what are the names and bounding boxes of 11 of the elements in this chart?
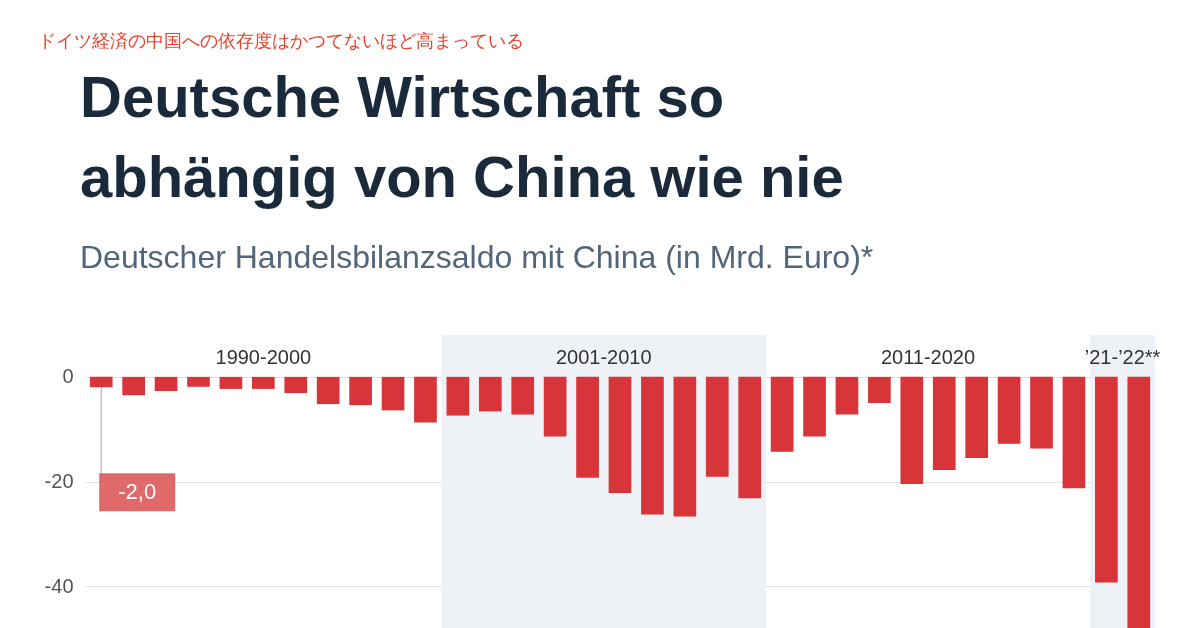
annotation: 2011-2020 — [880, 346, 976, 368]
y-tick-label: 0 — [62, 365, 74, 388]
annotation: 1990-2000 — [215, 346, 312, 368]
annotation: ’21-’22** — [1084, 346, 1161, 368]
y-tick-label: -20 — [44, 470, 74, 492]
chart-subtitle: Deutscher Handelsbilanzsaldo mit China (in Mrd. Euro)* — [80, 239, 874, 275]
text: ドイツ経済の中国への依存度はかつてないほど高まっている — [38, 31, 524, 51]
y-tick-label: -40 — [44, 574, 74, 597]
annotation: 2001-2010 — [555, 346, 652, 368]
chart-title: Deutsche Wirtschaft so abhängig von China wie nie — [80, 64, 844, 209]
data-label: -2,0 — [118, 479, 157, 505]
